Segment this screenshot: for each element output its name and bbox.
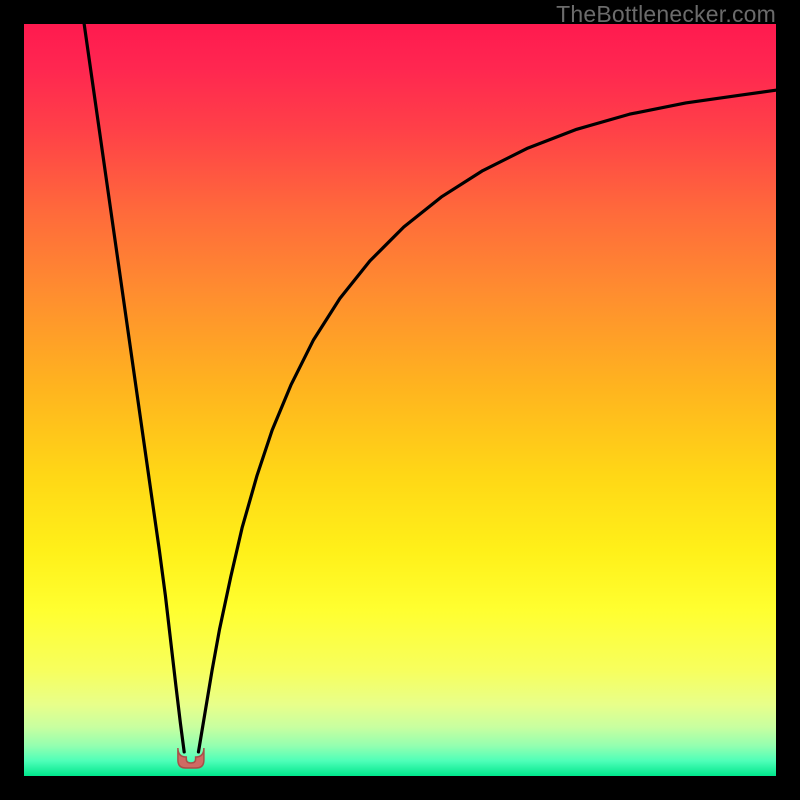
- curve-layer: [24, 24, 776, 776]
- watermark-text: TheBottlenecker.com: [556, 1, 776, 28]
- curve-left-branch: [84, 24, 184, 752]
- curve-right-branch: [198, 90, 776, 752]
- plot-area: [24, 24, 776, 776]
